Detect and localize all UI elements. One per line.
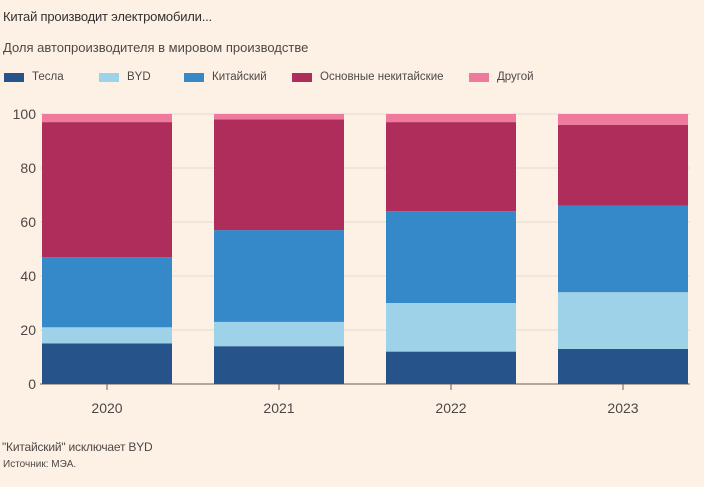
footnote: "Китайский" исключает BYD xyxy=(2,440,153,454)
legend-item: Другой xyxy=(469,69,534,85)
bar-segment xyxy=(42,257,172,328)
stacked-bar-chart: 0 20 40 60 80 100 2020 2021 2022 2023 xyxy=(13,106,690,416)
bar-segment xyxy=(386,122,516,212)
chart-title: Китай производит электромобили... xyxy=(3,9,212,24)
bar-segment xyxy=(42,343,172,384)
y-tick-label: 80 xyxy=(20,160,36,176)
legend-swatch xyxy=(4,72,24,82)
legend-swatch xyxy=(99,72,119,82)
bar-segment xyxy=(214,230,344,322)
legend-label: Китайский xyxy=(212,71,267,83)
y-tick-label: 0 xyxy=(28,376,36,392)
bar-segment xyxy=(42,327,172,344)
x-tick-label: 2021 xyxy=(263,400,294,416)
y-tick-label: 20 xyxy=(20,322,36,338)
bar-segment xyxy=(558,114,688,125)
legend-item: Основные некитайские xyxy=(292,69,444,85)
bar-segment xyxy=(386,114,516,123)
bar-segment xyxy=(386,351,516,384)
y-tick-label: 40 xyxy=(20,268,36,284)
legend-swatch xyxy=(292,72,312,82)
legend: Тесла BYD Китайский Основные некитайские Дру… xyxy=(4,69,704,85)
y-tick-label: 100 xyxy=(13,106,37,122)
y-tick-label: 60 xyxy=(20,214,36,230)
source-note: Источник: МЭА. xyxy=(3,459,77,470)
legend-label: Основные некитайские xyxy=(320,71,444,83)
legend-swatch xyxy=(184,72,204,82)
bar-segment xyxy=(558,205,688,293)
bar-segment xyxy=(42,114,172,123)
legend-item: BYD xyxy=(99,69,151,85)
legend-item: Китайский xyxy=(184,69,267,85)
chart-subtitle: Доля автопроизводителя в мировом произво… xyxy=(3,40,309,55)
legend-label: BYD xyxy=(127,71,151,83)
x-tick-label: 2022 xyxy=(435,400,466,416)
bar-segment xyxy=(558,292,688,349)
legend-swatch xyxy=(469,72,489,82)
bar-segment xyxy=(386,211,516,303)
x-tick-label: 2023 xyxy=(607,400,638,416)
bar-segment xyxy=(558,348,688,384)
bar-segment xyxy=(214,346,344,384)
legend-label: Другой xyxy=(497,71,534,83)
legend-label: Тесла xyxy=(32,71,64,83)
bar-segment xyxy=(386,303,516,352)
bar-segment xyxy=(214,114,344,120)
bar-segment xyxy=(214,119,344,231)
legend-item: Тесла xyxy=(4,69,64,85)
bar-segment xyxy=(42,122,172,258)
bar-segment xyxy=(214,321,344,347)
x-tick-label: 2020 xyxy=(91,400,122,416)
bar-segment xyxy=(558,124,688,206)
